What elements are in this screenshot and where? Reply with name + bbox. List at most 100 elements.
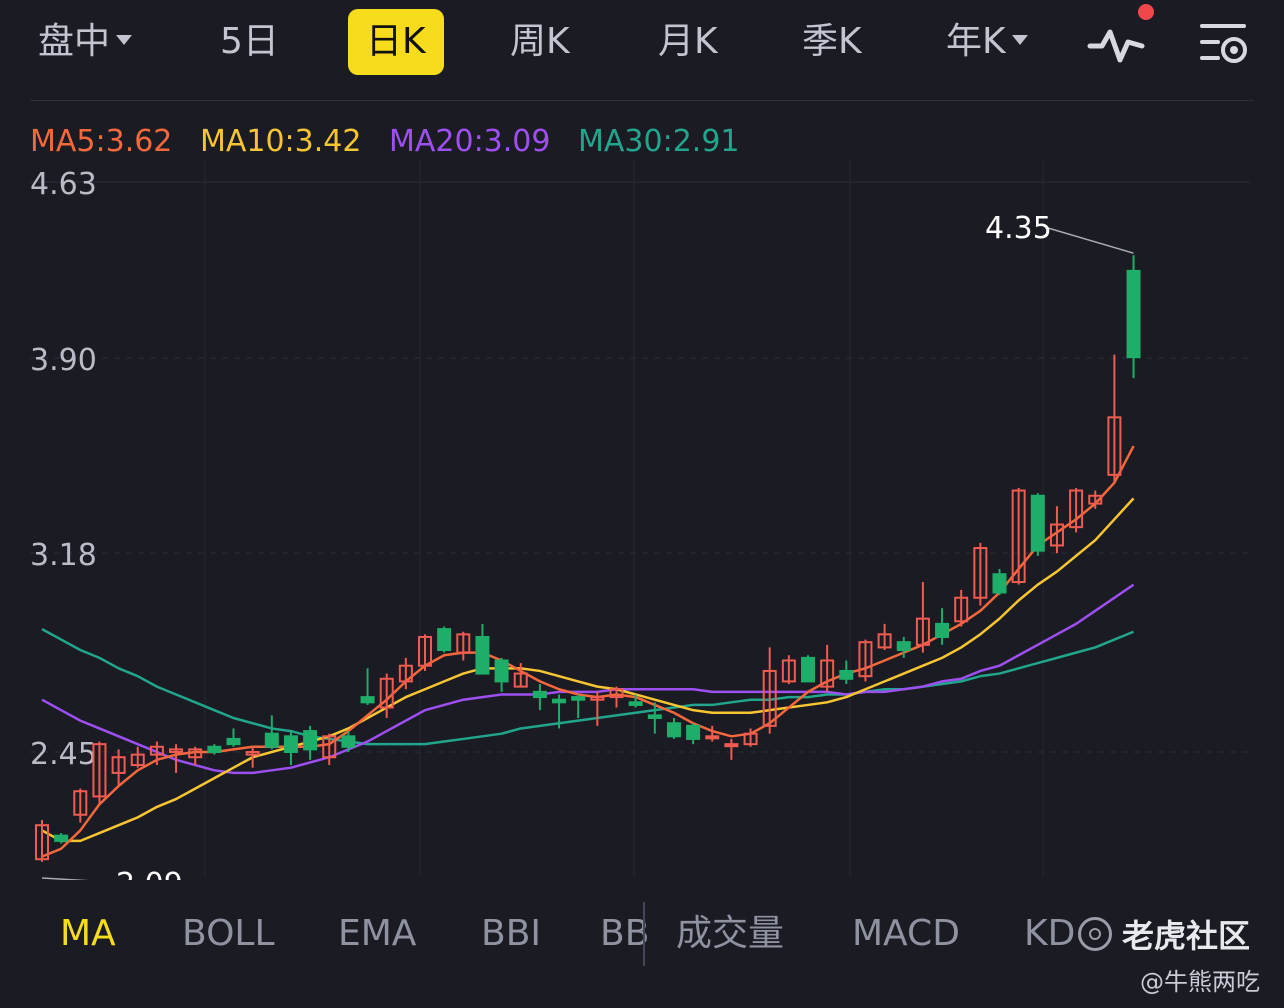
y-tick-label: 3.18 [30, 538, 97, 573]
low-marker-line [41, 877, 89, 880]
candle-body-up [954, 596, 969, 623]
candle-body-down [360, 696, 375, 704]
header-divider [30, 100, 1254, 101]
tab-weekly-k[interactable]: 周K [510, 21, 570, 62]
candle-body-up [609, 688, 624, 699]
candle-body-up [973, 547, 988, 599]
candle-body-down [935, 622, 950, 638]
ma-line-ma5 [41, 445, 1135, 858]
candle-body-up [705, 735, 720, 740]
candle-body-down [437, 628, 452, 652]
indicator-ema[interactable]: EMA [338, 913, 417, 954]
candle-body-down [303, 730, 318, 751]
candle-body-up [915, 617, 930, 646]
indicator-bb-partial[interactable]: BB [600, 913, 650, 954]
watermark-brand: 老虎社区 [1122, 917, 1251, 955]
candle-body-down [1030, 494, 1045, 552]
chevron-down-icon [1011, 35, 1028, 45]
candle-body-up [1011, 489, 1026, 584]
candle-body-up [111, 756, 126, 774]
legend-ma20: MA20:3.09 [388, 124, 551, 159]
candle-body-up [398, 664, 413, 683]
candle-body-up [149, 745, 164, 756]
indicator-boll[interactable]: BOLL [182, 913, 275, 954]
candle-body-up [743, 732, 758, 746]
candle-body-down [628, 701, 643, 706]
candle-body-up [130, 753, 145, 767]
candle-body-up [877, 633, 892, 649]
candle-body-up [513, 672, 528, 688]
watermark-author: @牛熊两吃 [1140, 968, 1260, 996]
candle-body-down [54, 834, 69, 842]
candle-body-up [456, 633, 471, 654]
legend-ma5: MA5:3.62 [30, 124, 173, 159]
candle-body-down [532, 690, 547, 699]
candle-body-down [264, 732, 279, 748]
tab-5day[interactable]: 5日 [220, 21, 279, 62]
legend-ma10: MA10:3.42 [199, 124, 362, 159]
candle-body-up [1088, 494, 1103, 505]
candle-body-down [283, 735, 298, 754]
ma-line-ma30 [41, 628, 1135, 746]
candle-body-down [896, 641, 911, 652]
tab-intraday[interactable]: 盘中 [38, 10, 133, 74]
candle-body-up [762, 669, 777, 727]
chart-settings-icon[interactable] [1196, 16, 1256, 72]
period-tab-bar: 盘中 5日 日K 周K 月K 季K 年K [0, 0, 1284, 86]
ma-line-ma10 [41, 497, 1135, 843]
tab-yearly-k[interactable]: 年K [946, 10, 1028, 74]
candle-body-down [207, 745, 222, 753]
tab-monthly-k[interactable]: 月K [658, 21, 718, 62]
y-tick-label: 4.63 [30, 167, 97, 202]
candle-body-up [858, 641, 873, 678]
tab-intraday-label: 盘中 [38, 21, 111, 62]
indicator-macd[interactable]: MACD [852, 913, 960, 954]
tab-yearly-label: 年K [946, 21, 1006, 62]
low-marker-label: 2.09 [116, 867, 183, 880]
candle-body-down [226, 737, 241, 746]
candle-body-up [245, 751, 260, 756]
indicator-volume[interactable]: 成交量 [676, 913, 785, 954]
chart-canvas[interactable]: 4.63 3.90 3.18 2.45 4.35 2.09 [0, 160, 1284, 880]
candle-body-up [1069, 489, 1084, 529]
candle-body-down [801, 656, 815, 683]
candle-body-down [666, 722, 681, 738]
indicator-ma[interactable]: MA [60, 913, 116, 954]
tab-quarterly-k[interactable]: 季K [802, 21, 862, 62]
candle-body-up [92, 743, 107, 798]
candle-body-up [724, 743, 739, 748]
candle-body-up [379, 677, 394, 709]
candle-body-up [73, 790, 88, 816]
candle-body-up [590, 696, 605, 701]
candle-body-up [1107, 416, 1122, 476]
candle-body-down [992, 573, 1007, 594]
candlestick-chart[interactable]: 4.63 3.90 3.18 2.45 4.35 2.09 [0, 160, 1284, 880]
tiger-logo-icon [1078, 917, 1112, 951]
legend-ma30: MA30:2.91 [578, 124, 740, 159]
candle-body-down [475, 635, 490, 675]
candle-body-down [839, 669, 854, 680]
indicator-separator [643, 902, 645, 966]
notification-dot [1138, 4, 1154, 20]
candle-body-down [494, 659, 509, 683]
candle-body-down [647, 714, 662, 720]
candle-body-up [322, 735, 337, 759]
candle-body-down [552, 698, 567, 704]
candle-body-up [418, 635, 432, 667]
candle-body-down [341, 735, 356, 748]
candle-body-down [686, 724, 701, 740]
candle-body-down [1126, 269, 1141, 359]
high-marker-line [1047, 227, 1134, 254]
waveform-icon[interactable] [1086, 16, 1146, 72]
watermark: 老虎社区 [1078, 906, 1268, 962]
indicator-kdj-partial[interactable]: KD [1024, 913, 1076, 954]
candle-body-down [571, 696, 586, 701]
candle-body-up [169, 748, 184, 753]
candle-body-up [781, 659, 796, 683]
high-marker-label: 4.35 [985, 211, 1052, 246]
candle-body-up [820, 659, 835, 688]
tab-daily-k[interactable]: 日K [348, 9, 444, 75]
indicator-bbi[interactable]: BBI [481, 913, 542, 954]
y-tick-label: 3.90 [30, 343, 97, 378]
candle-body-up [188, 748, 203, 759]
